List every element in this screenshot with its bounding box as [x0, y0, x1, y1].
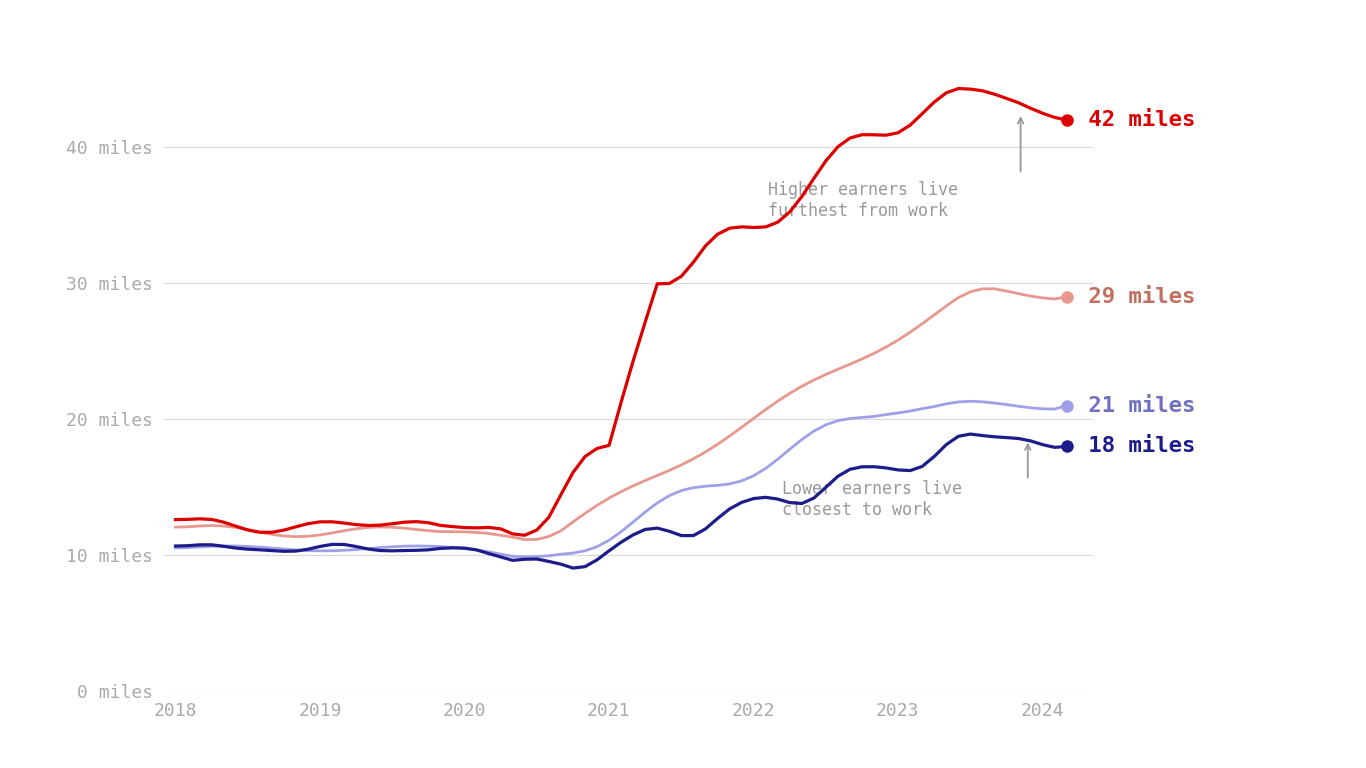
Text: 18 miles: 18 miles	[1075, 436, 1195, 456]
Text: 29 miles: 29 miles	[1075, 286, 1195, 306]
Text: 21 miles: 21 miles	[1075, 396, 1195, 415]
Text: Higher earners live
furthest from work: Higher earners live furthest from work	[768, 181, 958, 220]
Text: 42 miles: 42 miles	[1075, 110, 1195, 130]
Text: Lower earners live
closest to work: Lower earners live closest to work	[783, 481, 962, 519]
